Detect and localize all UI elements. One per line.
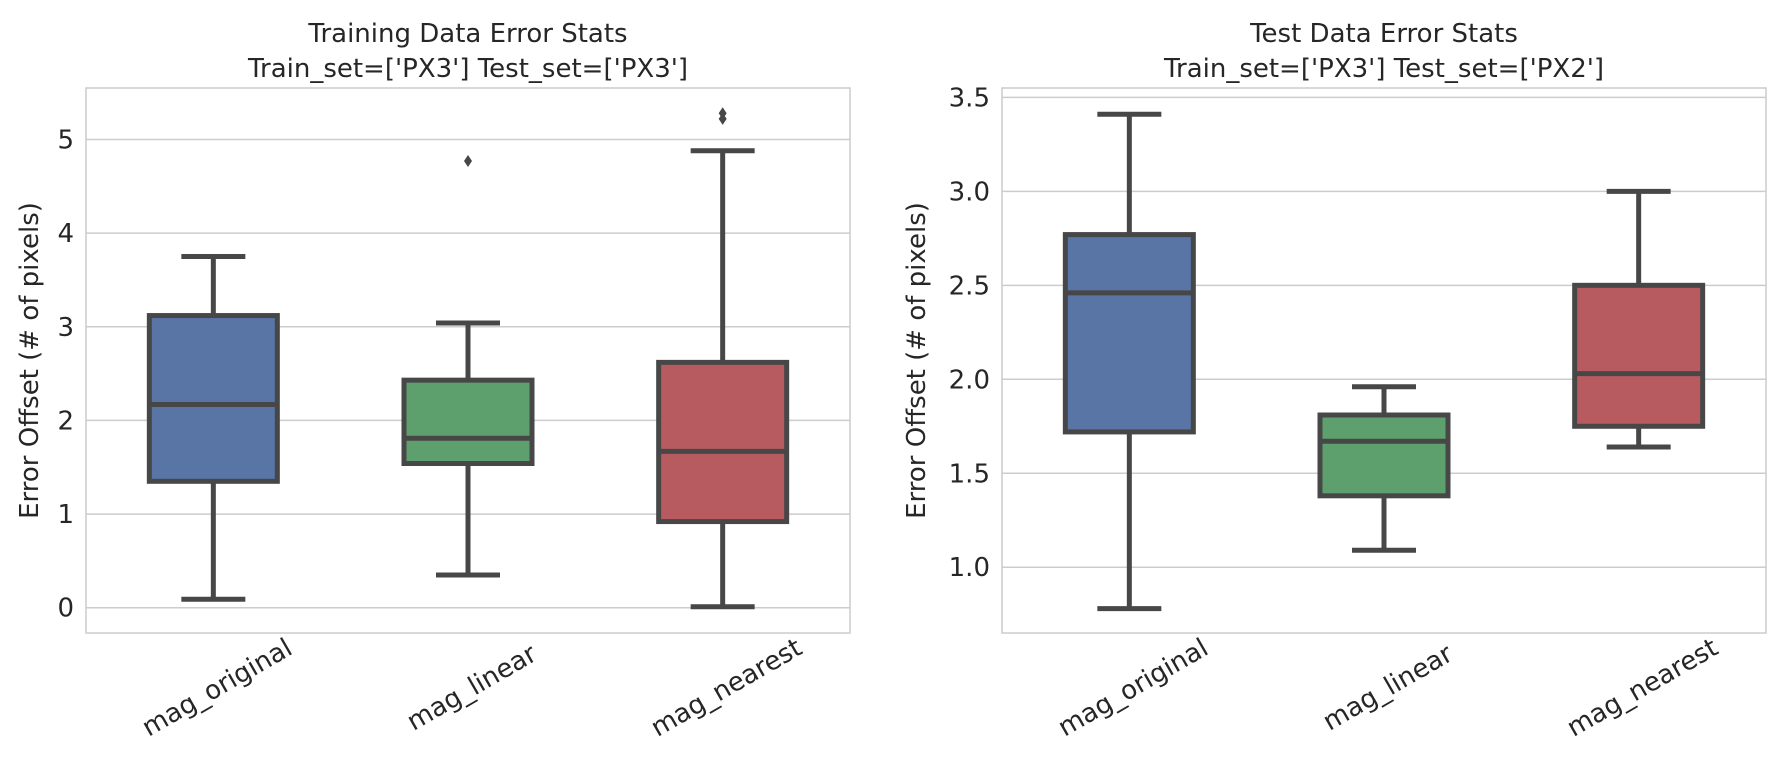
box-mag_linear <box>401 155 535 578</box>
y-tick-label: 3 <box>57 313 74 343</box>
box-body <box>1317 412 1451 499</box>
box-body <box>146 313 280 484</box>
box-body <box>401 377 535 467</box>
chart-title: Training Data Error Stats <box>307 19 627 49</box>
outlier-point <box>464 155 472 168</box>
y-tick-label: 4 <box>57 219 74 249</box>
x-tick-label: mag_original <box>137 633 297 743</box>
box-mag_nearest <box>656 107 790 610</box>
test-box-plot: Test Data Error Stats Train_set=['PX3'] T… <box>902 19 1767 743</box>
y-tick-label: 2.0 <box>949 365 990 395</box>
y-tick-label: 1 <box>57 500 74 530</box>
y-tick-label: 3.5 <box>949 83 990 113</box>
x-tick-label: mag_nearest <box>1562 633 1723 743</box>
box-body <box>1572 282 1706 429</box>
y-axis-label: Error Offset (# of pixels) <box>902 202 932 519</box>
x-tick-label: mag_nearest <box>646 633 807 743</box>
plot-area <box>1001 87 1767 634</box>
y-tick-label: 1.5 <box>949 459 990 489</box>
box-mag_original <box>146 254 280 602</box>
chart-subtitle: Train_set=['PX3'] Test_set=['PX3'] <box>247 54 688 84</box>
y-tick-label: 5 <box>57 126 74 156</box>
y-tick-label: 2 <box>57 406 74 436</box>
training-box-plot: Training Data Error Stats Train_set=['PX3… <box>15 19 851 743</box>
x-tick-label: mag_linear <box>402 639 542 737</box>
y-tick-label: 0 <box>57 594 74 624</box>
y-tick-label: 2.5 <box>949 271 990 301</box>
y-tick-label: 1.0 <box>949 553 990 583</box>
chart-title: Test Data Error Stats <box>1249 19 1518 49</box>
box-body <box>656 359 790 525</box>
outlier-point <box>718 107 727 120</box>
box-mag_linear <box>1317 384 1451 553</box>
box-mag_nearest <box>1572 188 1706 450</box>
box-mag_original <box>1062 111 1196 612</box>
y-tick-label: 3.0 <box>949 177 990 207</box>
y-axis-label: Error Offset (# of pixels) <box>15 202 45 519</box>
x-tick-label: mag_linear <box>1318 639 1458 737</box>
chart-subtitle: Train_set=['PX3'] Test_set=['PX2'] <box>1163 54 1604 84</box>
plot-area <box>85 87 851 634</box>
box-body <box>1062 232 1196 435</box>
x-tick-label: mag_original <box>1053 633 1213 743</box>
